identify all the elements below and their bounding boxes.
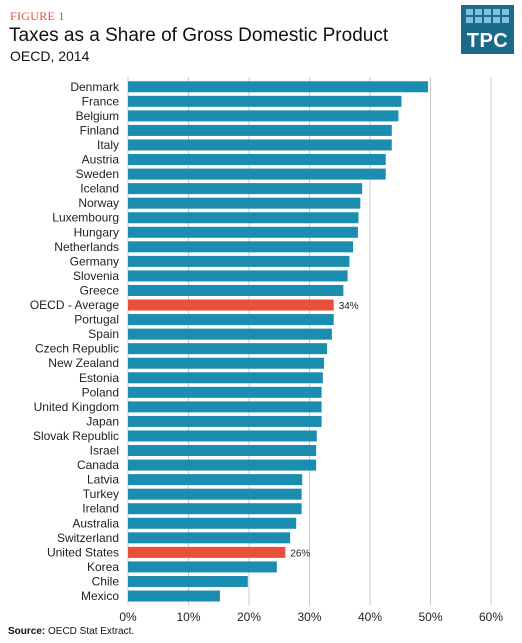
bar xyxy=(128,139,392,151)
bar xyxy=(128,81,429,93)
tpc-logo: TPC xyxy=(461,5,514,54)
category-label: Israel xyxy=(90,444,119,458)
bar xyxy=(128,183,363,195)
bar xyxy=(128,503,302,515)
bar xyxy=(128,299,334,311)
bar xyxy=(128,197,361,209)
bar xyxy=(128,270,348,282)
category-label: Turkey xyxy=(83,487,119,501)
category-label: United Kingdom xyxy=(34,400,119,414)
category-label: Denmark xyxy=(70,80,120,94)
category-label: Japan xyxy=(86,414,119,428)
category-label: Norway xyxy=(78,196,119,210)
bar xyxy=(128,401,322,413)
source-text: OECD Stat Extract. xyxy=(48,626,135,637)
category-label: OECD - Average xyxy=(30,298,119,312)
category-label: Australia xyxy=(72,516,119,530)
category-label: Sweden xyxy=(76,167,119,181)
bar xyxy=(128,459,317,471)
source-note: Source: OECD Stat Extract. xyxy=(8,626,134,637)
category-label: Estonia xyxy=(79,371,119,385)
bar xyxy=(128,590,220,602)
category-label: Hungary xyxy=(74,225,119,239)
category-label: Portugal xyxy=(74,313,119,327)
bar xyxy=(128,168,386,180)
category-label: Slovak Republic xyxy=(33,429,119,443)
category-label: Luxembourg xyxy=(52,211,119,225)
x-tick-label: 40% xyxy=(358,610,382,624)
bar xyxy=(128,386,322,398)
bar xyxy=(128,415,322,427)
category-label: Czech Republic xyxy=(35,342,119,356)
x-tick-label: 30% xyxy=(297,610,321,624)
bar xyxy=(128,546,286,558)
x-tick-label: 10% xyxy=(176,610,200,624)
category-label: Spain xyxy=(88,327,119,341)
category-label: Germany xyxy=(70,254,119,268)
category-label: Austria xyxy=(82,153,120,167)
bar xyxy=(128,575,248,587)
bar xyxy=(128,95,402,107)
category-label: Finland xyxy=(80,123,119,137)
category-label: Canada xyxy=(77,458,119,472)
bar xyxy=(128,212,359,224)
category-label: Chile xyxy=(92,574,120,588)
bar xyxy=(128,474,303,486)
bar xyxy=(128,255,350,267)
category-label: Mexico xyxy=(81,589,119,603)
bar xyxy=(128,124,392,136)
chart-subtitle: OECD, 2014 xyxy=(10,48,90,64)
category-label: Netherlands xyxy=(54,240,119,254)
bar xyxy=(128,445,317,457)
source-label: Source: xyxy=(8,626,46,637)
category-label: Latvia xyxy=(87,473,119,487)
x-tick-label: 0% xyxy=(119,610,137,624)
logo-text: TPC xyxy=(466,30,509,52)
bar xyxy=(128,328,332,340)
bar xyxy=(128,517,297,529)
bar xyxy=(128,241,354,253)
bar xyxy=(128,284,344,296)
bar xyxy=(128,357,325,369)
bar xyxy=(128,154,386,166)
bar xyxy=(128,532,291,544)
bar xyxy=(128,110,399,122)
bar xyxy=(128,561,277,573)
bar xyxy=(128,343,328,355)
category-label: Belgium xyxy=(76,109,119,123)
category-label: Switzerland xyxy=(57,531,119,545)
bar xyxy=(128,430,317,442)
category-label: Greece xyxy=(80,283,120,297)
category-label: Slovenia xyxy=(73,269,119,283)
category-label: Ireland xyxy=(82,502,119,516)
data-label: 26% xyxy=(290,548,310,559)
bar xyxy=(128,226,358,238)
bar xyxy=(128,372,323,384)
x-tick-label: 50% xyxy=(418,610,442,624)
category-label: Italy xyxy=(97,138,119,152)
category-label: France xyxy=(82,94,120,108)
bar xyxy=(128,314,334,326)
x-tick-label: 20% xyxy=(237,610,261,624)
category-label: United States xyxy=(47,545,119,559)
figure-label: FIGURE 1 xyxy=(10,9,65,23)
category-label: Korea xyxy=(87,560,119,574)
x-tick-label: 60% xyxy=(479,610,503,624)
category-label: New Zealand xyxy=(48,356,119,370)
category-label: Iceland xyxy=(80,182,119,196)
category-label: Poland xyxy=(82,385,119,399)
bar xyxy=(128,488,302,500)
data-label: 34% xyxy=(339,301,359,312)
chart-title: Taxes as a Share of Gross Domestic Produ… xyxy=(9,25,389,46)
